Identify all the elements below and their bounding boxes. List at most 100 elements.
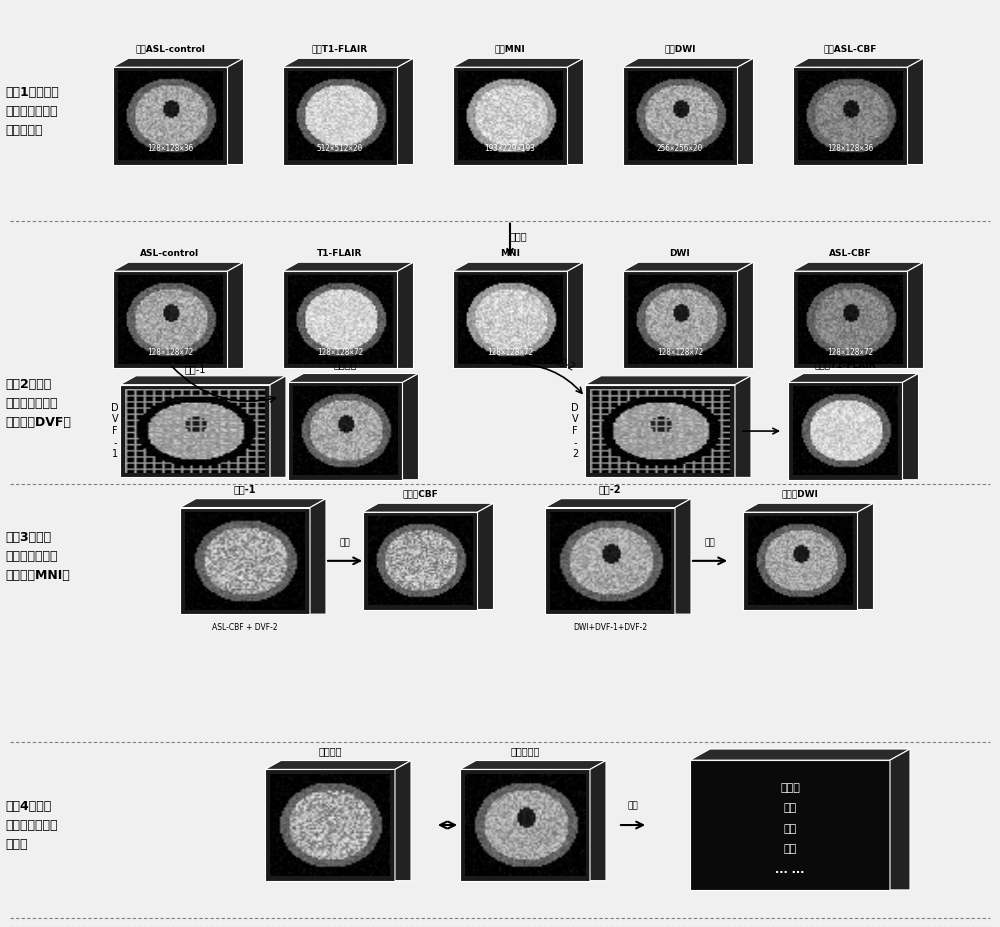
Text: 中间产物: 中间产物 [333, 359, 357, 369]
Text: 步骤4：分析
目的：定量化临
床参数: 步骤4：分析 目的：定量化临 床参数 [5, 799, 58, 851]
Polygon shape [265, 760, 411, 769]
FancyBboxPatch shape [622, 68, 738, 165]
FancyBboxPatch shape [788, 382, 902, 480]
Text: 128×128×36: 128×128×36 [827, 145, 873, 154]
Polygon shape [452, 262, 584, 272]
Text: 原始ASL-CBF: 原始ASL-CBF [823, 44, 877, 54]
Polygon shape [908, 262, 924, 368]
Text: 伪彩: 伪彩 [340, 538, 350, 547]
FancyBboxPatch shape [452, 68, 568, 165]
Polygon shape [738, 262, 754, 368]
Polygon shape [568, 58, 584, 165]
FancyBboxPatch shape [460, 769, 590, 881]
Polygon shape [228, 58, 244, 165]
Text: 低灌注区: 低灌注区 [318, 746, 342, 756]
Text: ASL-CBF: ASL-CBF [829, 248, 871, 258]
Text: 梗死核心区: 梗死核心区 [510, 746, 540, 756]
Polygon shape [288, 374, 418, 382]
FancyBboxPatch shape [283, 68, 398, 165]
Text: 体积: 体积 [783, 824, 797, 833]
Text: DWI: DWI [670, 248, 690, 258]
Polygon shape [113, 58, 244, 68]
Text: 128×128×72: 128×128×72 [827, 349, 873, 357]
Polygon shape [590, 760, 606, 881]
Polygon shape [792, 58, 924, 68]
Polygon shape [738, 58, 754, 165]
Polygon shape [310, 499, 326, 615]
Polygon shape [858, 503, 874, 610]
Text: 不匹配: 不匹配 [780, 783, 800, 793]
FancyBboxPatch shape [452, 272, 568, 368]
Text: 量化: 量化 [628, 801, 638, 810]
Text: 形变-2: 形变-2 [599, 484, 621, 494]
Polygon shape [908, 58, 924, 165]
FancyBboxPatch shape [265, 769, 395, 881]
Polygon shape [120, 375, 286, 385]
Polygon shape [585, 375, 751, 385]
Text: 256×256×20: 256×256×20 [657, 145, 703, 154]
FancyBboxPatch shape [622, 272, 738, 368]
FancyBboxPatch shape [792, 272, 908, 368]
FancyBboxPatch shape [362, 512, 478, 610]
FancyBboxPatch shape [113, 68, 228, 165]
Polygon shape [622, 58, 754, 68]
Text: ... ...: ... ... [775, 865, 805, 874]
Text: 形变的DWI: 形变的DWI [782, 489, 818, 499]
Polygon shape [742, 503, 874, 512]
Text: 形变的CBF: 形变的CBF [402, 489, 438, 499]
Polygon shape [622, 262, 754, 272]
Polygon shape [568, 262, 584, 368]
Text: 128×128×72: 128×128×72 [147, 349, 193, 357]
Polygon shape [283, 262, 414, 272]
Polygon shape [180, 499, 326, 508]
Text: 128×128×72: 128×128×72 [317, 349, 363, 357]
Polygon shape [545, 499, 691, 508]
FancyBboxPatch shape [120, 385, 270, 477]
Polygon shape [460, 760, 606, 769]
Text: 512×512×20: 512×512×20 [317, 145, 363, 154]
FancyBboxPatch shape [742, 512, 858, 610]
FancyBboxPatch shape [585, 385, 735, 477]
Polygon shape [890, 749, 910, 890]
FancyBboxPatch shape [113, 272, 228, 368]
Text: 步骤2：配准
目的：获取形变
向量场（DVF）: 步骤2：配准 目的：获取形变 向量场（DVF） [5, 377, 71, 429]
Text: D
V
F
-
1: D V F - 1 [111, 403, 119, 459]
Polygon shape [228, 262, 244, 368]
Text: 原始T1-FLAIR: 原始T1-FLAIR [312, 44, 368, 54]
Polygon shape [270, 375, 286, 477]
Text: 伪彩: 伪彩 [705, 538, 715, 547]
Text: 配准-2: 配准-2 [553, 352, 577, 373]
Polygon shape [362, 503, 494, 512]
Text: 128×128×72: 128×128×72 [657, 349, 703, 357]
Text: 步骤3：形变
目的：变换到标
准空间（MNI）: 步骤3：形变 目的：变换到标 准空间（MNI） [5, 530, 70, 582]
Text: D
V
F
-
2: D V F - 2 [571, 403, 579, 459]
Text: T1-FLAIR: T1-FLAIR [317, 248, 363, 258]
Text: 128×128×36: 128×128×36 [147, 145, 193, 154]
Polygon shape [395, 760, 411, 881]
Polygon shape [398, 262, 414, 368]
Text: 重采样: 重采样 [510, 232, 528, 241]
Text: ASL-CBF + DVF-2: ASL-CBF + DVF-2 [212, 623, 278, 632]
FancyBboxPatch shape [545, 508, 675, 615]
Text: 128×128×72: 128×128×72 [487, 349, 533, 357]
FancyBboxPatch shape [690, 760, 890, 890]
Text: 配准-1: 配准-1 [184, 364, 206, 375]
Polygon shape [690, 749, 910, 760]
Polygon shape [902, 374, 918, 480]
FancyBboxPatch shape [288, 382, 402, 480]
Text: 形变-1: 形变-1 [234, 484, 256, 494]
Polygon shape [675, 499, 691, 615]
FancyBboxPatch shape [283, 272, 398, 368]
Text: 原始MNI: 原始MNI [495, 44, 525, 54]
Polygon shape [792, 262, 924, 272]
FancyBboxPatch shape [180, 508, 310, 615]
Text: 步骤1：预处理
目的：保持空间
分辨率一致: 步骤1：预处理 目的：保持空间 分辨率一致 [5, 85, 59, 137]
Text: MNI: MNI [500, 248, 520, 258]
Polygon shape [402, 374, 418, 480]
Text: ASL-control: ASL-control [140, 248, 200, 258]
Polygon shape [735, 375, 751, 477]
Polygon shape [283, 58, 414, 68]
Text: 193×229×193: 193×229×193 [485, 145, 535, 154]
Text: 形变的T1-FLAIR: 形变的T1-FLAIR [814, 360, 876, 369]
Text: 位置: 位置 [783, 844, 797, 854]
